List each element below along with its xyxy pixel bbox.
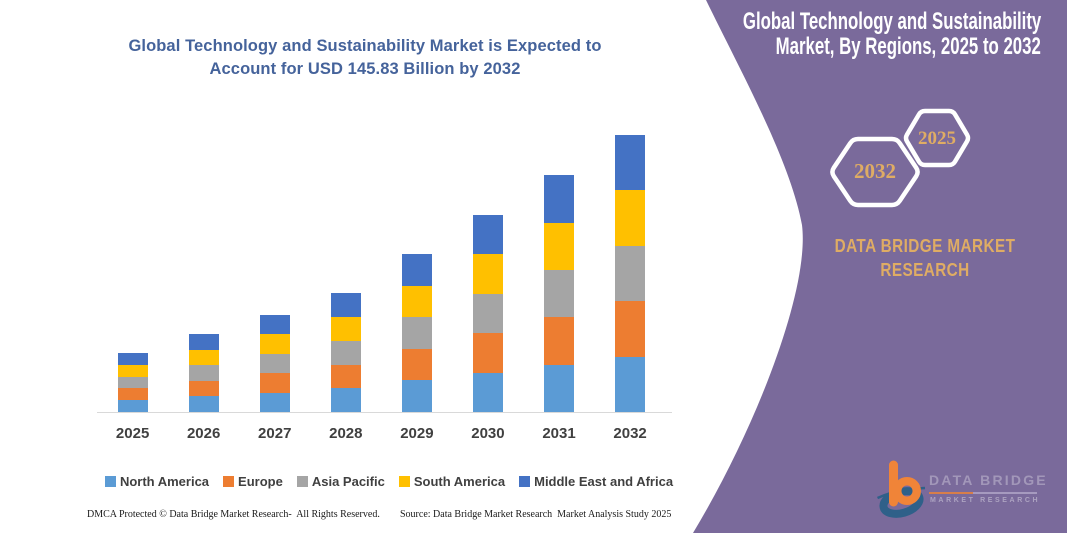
bar-segment-2029-middle-east-and-africa <box>401 254 432 286</box>
legend-label-south-america: South America <box>413 474 506 489</box>
bar-segment-2032-north-america <box>615 356 646 412</box>
x-axis-label-2026: 2026 <box>186 425 221 442</box>
bar-segment-2028-europe <box>330 364 361 389</box>
hexagon-2032-label: 2032 <box>854 159 896 183</box>
logo-underline <box>929 492 1037 494</box>
logo-wordmark: DATA BRIDGE <box>929 472 1048 488</box>
bar-segment-2029-asia-pacific <box>401 317 432 349</box>
x-axis-label-2025: 2025 <box>115 425 150 442</box>
bar-segment-2027-asia-pacific <box>259 353 290 374</box>
stacked-bar-2027 <box>259 314 290 412</box>
bar-segment-2032-europe <box>615 301 646 357</box>
stacked-bar-2032 <box>615 134 646 412</box>
brand-name-line-2: RESEARCH <box>880 260 970 280</box>
stacked-bar-2030 <box>472 214 503 412</box>
legend-label-asia-pacific: Asia Pacific <box>311 474 385 489</box>
stacked-bar-2025 <box>117 352 148 412</box>
legend-swatch-europe <box>223 476 235 487</box>
bar-segment-2027-europe <box>259 373 290 393</box>
bar-segment-2025-north-america <box>117 400 148 412</box>
panel-title: Global Technology and Sustainability Mar… <box>621 9 1041 59</box>
bar-segment-2031-asia-pacific <box>544 270 575 318</box>
bar-segment-2032-middle-east-and-africa <box>615 134 646 191</box>
legend-label-north-america: North America <box>119 474 210 489</box>
bar-segment-2029-north-america <box>401 380 432 412</box>
x-axis-label-2032: 2032 <box>613 425 647 442</box>
legend-swatch-south-america <box>398 476 410 487</box>
legend-item-south-america: South America <box>398 474 506 489</box>
bar-segment-2028-north-america <box>330 388 361 412</box>
panel-title-line-2: Market, By Regions, 2025 to 2032 <box>775 33 1041 60</box>
brand-name-text: DATA BRIDGE MARKET RESEARCH <box>775 234 1067 282</box>
bar-segment-2026-south-america <box>188 349 219 366</box>
logo-underline-gray-segment <box>973 492 1037 494</box>
bar-segment-2028-middle-east-and-africa <box>330 293 361 318</box>
hexagon-2032-outline <box>830 136 920 208</box>
bar-segment-2031-south-america <box>544 222 575 270</box>
data-bridge-logo: DATA BRIDGE MARKET RESEARCH <box>877 458 1053 520</box>
x-axis-label-2028: 2028 <box>329 425 363 442</box>
logo-b-bowl <box>893 477 921 505</box>
bar-segment-2026-north-america <box>188 396 219 412</box>
x-axis-label-2029: 2029 <box>400 425 434 442</box>
footer-dmca-text: DMCA Protected © Data Bridge Market Rese… <box>87 509 380 520</box>
x-axis-label-2027: 2027 <box>258 425 292 442</box>
bar-segment-2032-asia-pacific <box>615 245 646 302</box>
stacked-bar-2031 <box>544 175 575 412</box>
bar-segment-2030-asia-pacific <box>472 293 503 334</box>
chart-title: Global Technology and Sustainability Mar… <box>95 35 635 81</box>
x-axis-label-2031: 2031 <box>542 425 576 442</box>
chart-title-line-2: Account for USD 145.83 Billion by 2032 <box>209 60 521 78</box>
legend-swatch-middle-east-and-africa <box>519 476 531 487</box>
hexagon-2025-label: 2025 <box>918 128 956 149</box>
stacked-bar-2026 <box>188 334 219 412</box>
bar-segment-2030-north-america <box>472 372 503 412</box>
chart-title-line-1: Global Technology and Sustainability Mar… <box>128 37 602 55</box>
bar-segment-2029-europe <box>401 348 432 381</box>
chart-legend: North America Europe Asia Pacific South Ame… <box>0 474 778 489</box>
legend-swatch-asia-pacific <box>296 476 308 487</box>
bar-segment-2027-middle-east-and-africa <box>259 314 290 335</box>
bar-segment-2031-middle-east-and-africa <box>544 175 575 223</box>
legend-item-north-america: North America <box>104 474 210 489</box>
bar-segment-2027-north-america <box>259 392 290 412</box>
bar-segment-2030-europe <box>472 333 503 373</box>
bar-segment-2031-europe <box>544 317 575 365</box>
bar-segment-2031-north-america <box>544 364 575 412</box>
footer-source-text: Source: Data Bridge Market Research Mark… <box>400 509 672 520</box>
bar-segment-2028-south-america <box>330 317 361 341</box>
brand-name-line-1: DATA BRIDGE MARKET <box>834 236 1016 256</box>
legend-swatch-north-america <box>104 476 116 487</box>
data-bridge-logo-icon <box>877 460 926 518</box>
stacked-bar-2028 <box>330 293 361 412</box>
logo-tagline: MARKET RESEARCH <box>930 496 1041 504</box>
bar-segment-2032-south-america <box>615 190 646 246</box>
legend-label-europe: Europe <box>238 474 283 489</box>
bar-segment-2026-europe <box>188 380 219 397</box>
legend-item-asia-pacific: Asia Pacific <box>296 474 385 489</box>
bar-segment-2030-middle-east-and-africa <box>472 214 503 255</box>
legend-item-europe: Europe <box>223 474 283 489</box>
bar-segment-2025-middle-east-and-africa <box>117 352 148 365</box>
bar-segment-2025-asia-pacific <box>117 376 148 389</box>
purple-side-panel <box>693 0 1067 533</box>
x-axis-label-2030: 2030 <box>471 425 505 442</box>
bar-segment-2026-middle-east-and-africa <box>188 334 219 350</box>
bar-segment-2025-europe <box>117 388 148 401</box>
bar-segment-2025-south-america <box>117 364 148 377</box>
bar-segment-2026-asia-pacific <box>188 365 219 381</box>
legend-item-middle-east-and-africa: Middle East and Africa <box>519 474 673 489</box>
hexagon-2025-outline <box>903 108 971 168</box>
bar-segment-2028-asia-pacific <box>330 340 361 365</box>
bar-segment-2027-south-america <box>259 334 290 354</box>
bar-segment-2030-south-america <box>472 254 503 294</box>
bar-segment-2029-south-america <box>401 285 432 318</box>
legend-label-middle-east-and-africa: Middle East and Africa <box>534 474 674 489</box>
panel-title-line-1: Global Technology and Sustainability <box>742 8 1041 35</box>
stacked-bar-2029 <box>401 254 432 412</box>
logo-underline-orange-segment <box>929 492 973 494</box>
bar-chart-plot-area: 2025 2026 2027 2028 2029 2030 2031 2032 <box>97 120 672 442</box>
